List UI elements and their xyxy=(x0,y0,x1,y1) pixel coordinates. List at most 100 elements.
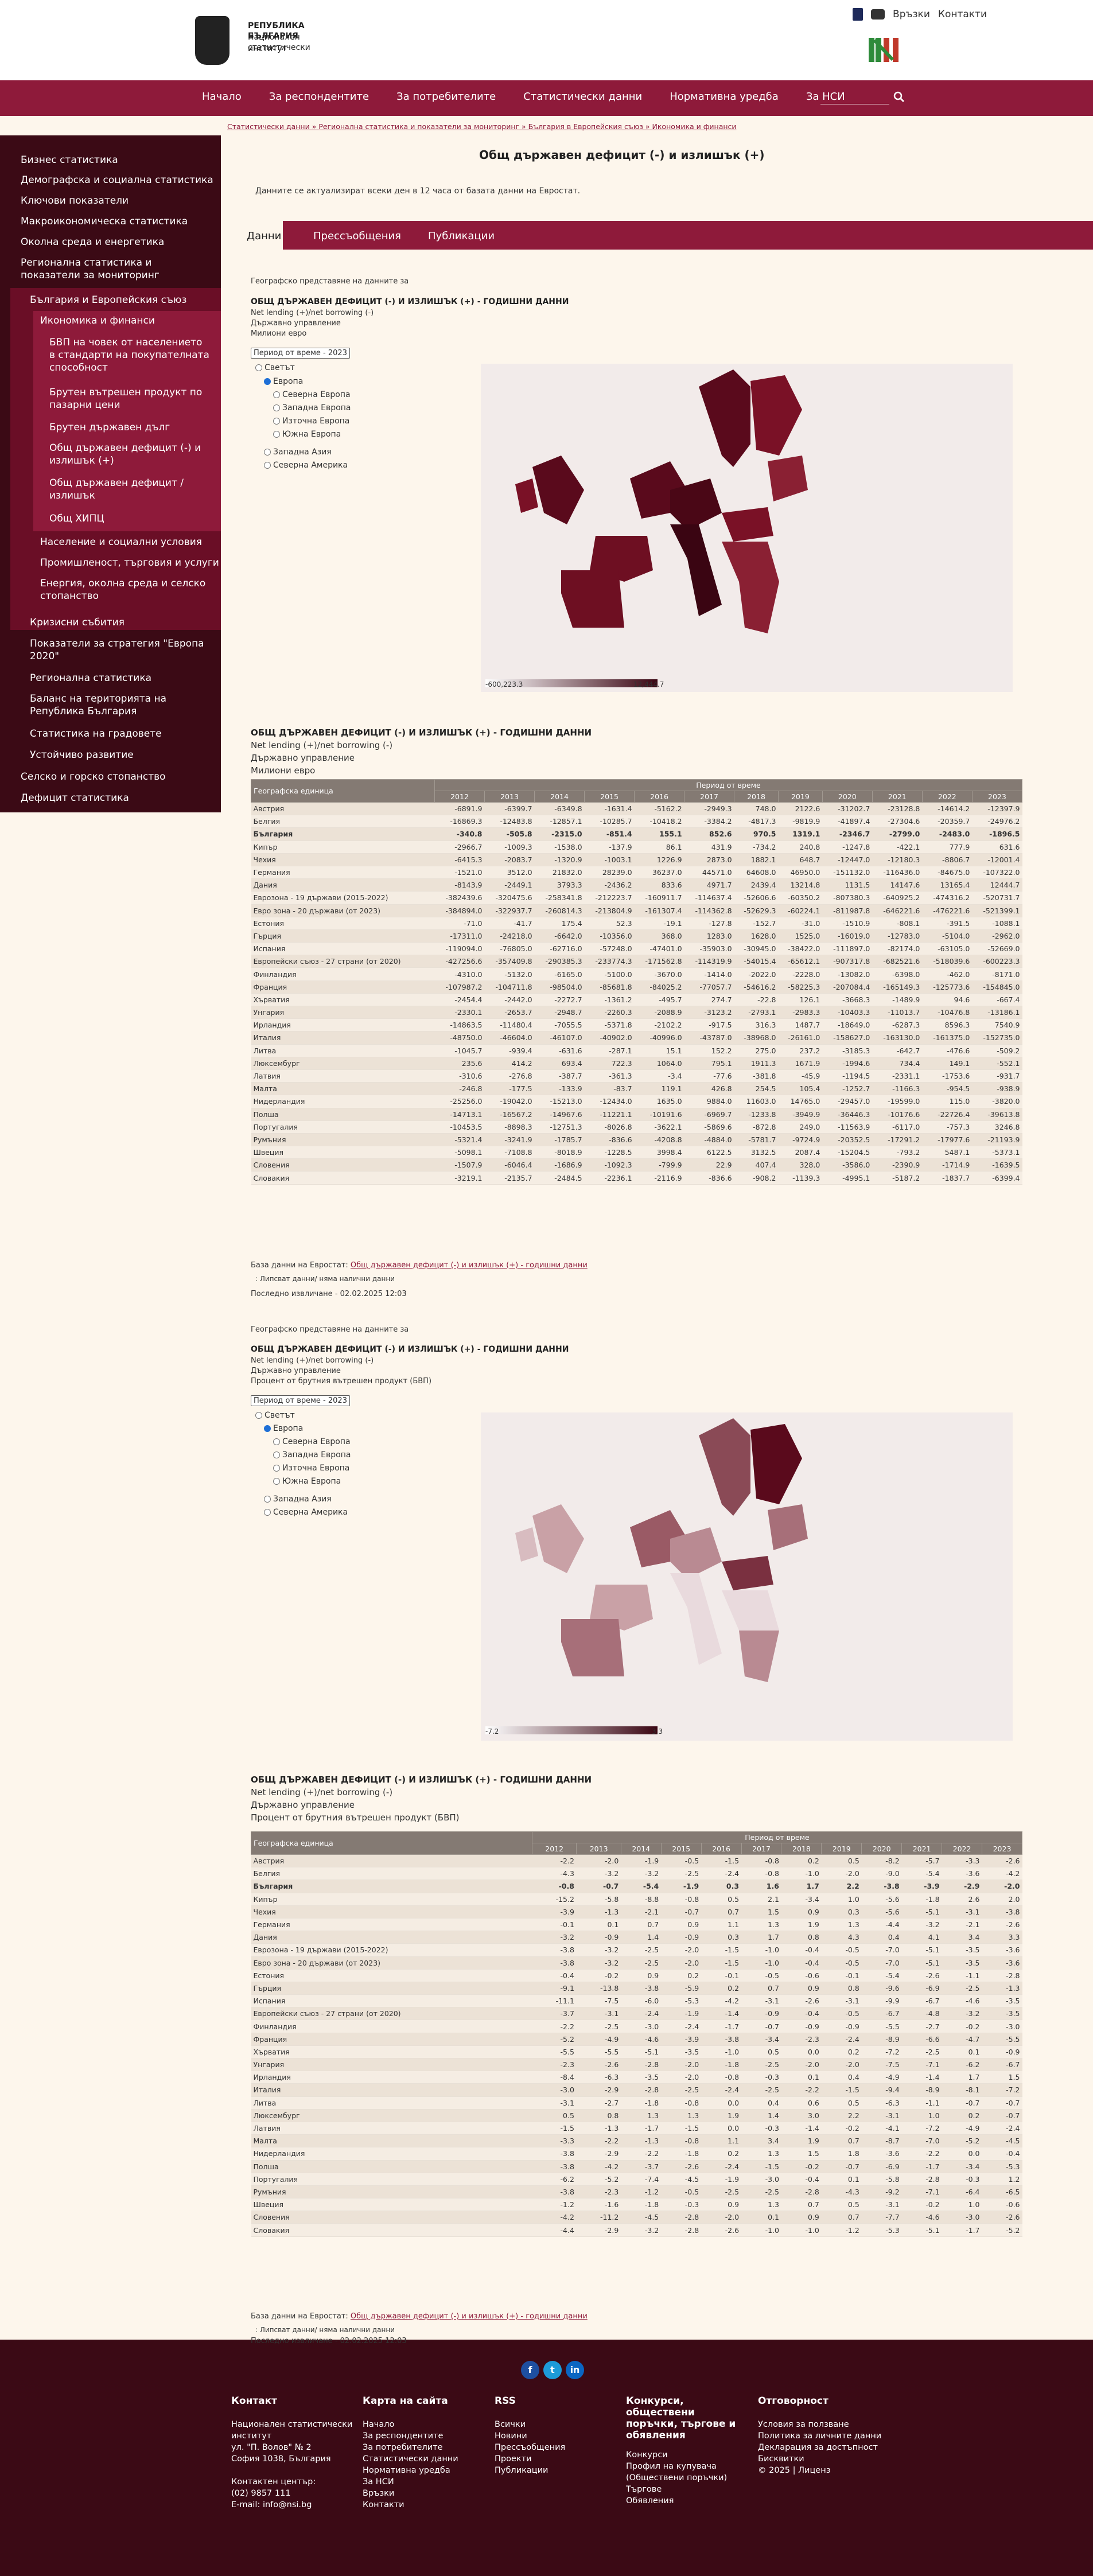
sidebar-item-crisis[interactable]: Кризисни събития xyxy=(30,617,125,628)
tab-data[interactable] xyxy=(227,221,283,250)
footer-link[interactable]: (02) 9857 111 xyxy=(231,2489,291,2498)
footer-link[interactable]: Контакти xyxy=(363,2500,404,2509)
sidebar-item-gdp[interactable]: Брутен вътрешен продукт по пазарни цени xyxy=(49,387,203,411)
sidebar-item-deficit-surplus[interactable]: Общ държавен дефицит / излишък xyxy=(49,477,184,501)
radio-west-europe-1[interactable]: Западна Европа xyxy=(273,403,351,413)
nav-about[interactable]: За НСИ xyxy=(806,91,845,103)
sidebar-item-business[interactable]: Бизнес статистика xyxy=(21,154,118,166)
footer-link[interactable]: © 2025 | Лиценз xyxy=(758,2466,831,2475)
sidebar-item-europe2020[interactable]: Показатели за стратегия "Европа 2020" xyxy=(30,638,204,662)
radio-europe-2[interactable]: Европа xyxy=(264,1424,303,1433)
nav-home[interactable]: Начало xyxy=(202,91,242,103)
tab-publications[interactable]: Публикации xyxy=(428,230,495,242)
sidebar-item-industry[interactable]: Промишленост, търговия и услуги xyxy=(40,557,219,569)
search-input[interactable] xyxy=(820,91,889,104)
sidebar-item-bulgaria-eu[interactable]: България и Европейския съюз xyxy=(30,294,187,306)
footer-link[interactable]: Обявления xyxy=(626,2496,674,2505)
footer-link[interactable]: Декларация за достъпност xyxy=(758,2443,878,2452)
table2-source-link[interactable]: Общ държавен дефицит (-) и излишък (+) -… xyxy=(350,2312,588,2321)
footer-link[interactable]: E-mail: info@nsi.bg xyxy=(231,2500,312,2509)
links-link[interactable]: Връзки xyxy=(893,9,930,20)
radio-west-europe-2[interactable]: Западна Европа xyxy=(273,1450,351,1460)
footer-link[interactable]: Търгове xyxy=(626,2485,662,2494)
twitter-share-icon[interactable]: t xyxy=(543,2361,562,2379)
footer-link[interactable]: институт xyxy=(231,2431,272,2441)
facebook-share-icon[interactable]: f xyxy=(521,2361,539,2379)
period-select-1[interactable]: Период от време - 2023 xyxy=(251,348,350,359)
search-icon[interactable] xyxy=(893,91,905,103)
footer-link[interactable]: Публикации xyxy=(495,2466,549,2475)
radio-east-europe-2[interactable]: Източна Европа xyxy=(273,1464,349,1473)
radio-north-america-2[interactable]: Северна Америка xyxy=(264,1508,348,1517)
radio-north-europe-2[interactable]: Северна Европа xyxy=(273,1437,351,1446)
sidebar-item-environment[interactable]: Околна среда и енергетика xyxy=(21,236,165,248)
footer-link[interactable]: Конкурси xyxy=(626,2450,668,2460)
sidebar-item-cities[interactable]: Статистика на градовете xyxy=(30,728,162,740)
sidebar-item-key-indicators[interactable]: Ключови показатели xyxy=(21,195,129,207)
footer-link[interactable]: Начало xyxy=(363,2420,395,2429)
tab-press[interactable]: Прессъобщения xyxy=(313,230,401,242)
footer-link[interactable]: Политика за личните данни xyxy=(758,2431,882,2441)
nav-regulations[interactable]: Нормативна уредба xyxy=(670,91,779,103)
sidebar-item-economy[interactable]: Икономика и финанси xyxy=(40,315,155,326)
footer-link[interactable]: Национален статистически xyxy=(231,2420,353,2429)
sidebar-item-agriculture[interactable]: Селско и горско стопанство xyxy=(21,771,166,783)
footer-link[interactable]: Статистически данни xyxy=(363,2454,458,2464)
sidebar-item-hicp[interactable]: Общ ХИПЦ xyxy=(49,513,104,524)
radio-east-europe-1[interactable]: Източна Европа xyxy=(273,417,349,426)
footer-link[interactable]: Всички xyxy=(495,2420,526,2429)
facebook-icon[interactable] xyxy=(853,8,863,21)
cell-value: 0.9 xyxy=(621,1969,662,1982)
sidebar-item-energy[interactable]: Енергия, околна среда и селско стопанств… xyxy=(40,578,206,602)
sidebar-item-debt[interactable]: Брутен държавен дълг xyxy=(49,422,170,433)
footer-link[interactable]: Профил на купувача (Обществени поръчки) xyxy=(626,2462,728,2482)
nav-users[interactable]: За потребителите xyxy=(396,91,496,103)
sidebar-item-gdp-pps[interactable]: БВП на човек от населението в стандарти … xyxy=(49,337,209,373)
footer-link[interactable]: Прессъобщения xyxy=(495,2443,566,2452)
europe-map-1[interactable] xyxy=(481,364,1013,692)
footer-link[interactable]: София 1038, България xyxy=(231,2454,331,2464)
nav-respondents[interactable]: За респондентите xyxy=(269,91,369,103)
footer-link[interactable]: ул. "П. Волов" № 2 xyxy=(231,2443,312,2452)
youtube-icon[interactable] xyxy=(871,9,885,20)
footer-link[interactable]: Контактен център: xyxy=(231,2477,316,2486)
cell-value: -320475.6 xyxy=(484,891,535,905)
sidebar-item-macro[interactable]: Макроикономическа статистика xyxy=(21,216,188,227)
footer-link[interactable]: Проекти xyxy=(495,2454,532,2464)
breadcrumb[interactable]: Статистически данни » Регионална статист… xyxy=(227,122,737,131)
radio-west-asia-1[interactable]: Западна Азия xyxy=(264,448,332,457)
linkedin-share-icon[interactable]: in xyxy=(566,2361,584,2379)
sidebar-item-regional[interactable]: Регионална статистика и показатели за мо… xyxy=(21,257,160,281)
sidebar-item-deficit[interactable]: Общ държавен дефицит (-) и излишък (+) xyxy=(49,442,201,466)
sidebar-item-demographic[interactable]: Демографска и социална статистика xyxy=(21,174,213,186)
footer-link[interactable]: За респондентите xyxy=(363,2431,444,2441)
radio-north-america-1[interactable]: Северна Америка xyxy=(264,461,348,470)
footer-link[interactable]: За НСИ xyxy=(363,2477,394,2486)
radio-europe-1[interactable]: Европа xyxy=(264,377,303,386)
radio-west-asia-2[interactable]: Западна Азия xyxy=(264,1495,332,1504)
sidebar-item-sustainable[interactable]: Устойчиво развитие xyxy=(30,749,134,761)
sidebar-item-tax[interactable]: Дефицит статистика xyxy=(21,792,129,804)
radio-south-europe-2[interactable]: Южна Европа xyxy=(273,1477,341,1486)
footer-link[interactable]: За потребителите xyxy=(363,2443,443,2452)
sidebar-item-territory[interactable]: Баланс на територията на Република Бълга… xyxy=(30,693,166,717)
nsi-logo[interactable]: РЕПУБЛИКА БЪЛГАРИЯ Национален статистиче… xyxy=(195,16,339,68)
radio-world-2[interactable]: Светът xyxy=(255,1411,295,1420)
contacts-link[interactable]: Контакти xyxy=(938,9,987,20)
table1-source-link[interactable]: Общ държавен дефицит (-) и излишък (+) -… xyxy=(350,1261,588,1270)
sidebar-item-population[interactable]: Население и социални условия xyxy=(40,536,202,548)
footer-link[interactable]: Условия за ползване xyxy=(758,2420,849,2429)
radio-south-europe-1[interactable]: Южна Европа xyxy=(273,430,341,439)
footer-link[interactable]: Бисквитки xyxy=(758,2454,804,2464)
footer-link[interactable]: Връзки xyxy=(363,2489,395,2498)
footer-link[interactable]: Новини xyxy=(495,2431,527,2441)
europe-map-2[interactable] xyxy=(481,1412,1013,1741)
footer-link[interactable]: Нормативна уредба xyxy=(363,2466,450,2475)
period-select-2[interactable]: Период от време - 2023 xyxy=(251,1395,350,1406)
footer-link[interactable] xyxy=(231,2465,352,2476)
tab-data-label[interactable]: Данни xyxy=(247,230,282,242)
radio-north-europe-1[interactable]: Северна Европа xyxy=(273,390,351,399)
sidebar-item-regional-stats[interactable]: Регионална статистика xyxy=(30,672,152,684)
nav-statistics[interactable]: Статистически данни xyxy=(523,91,643,103)
radio-world-1[interactable]: Светът xyxy=(255,363,295,372)
